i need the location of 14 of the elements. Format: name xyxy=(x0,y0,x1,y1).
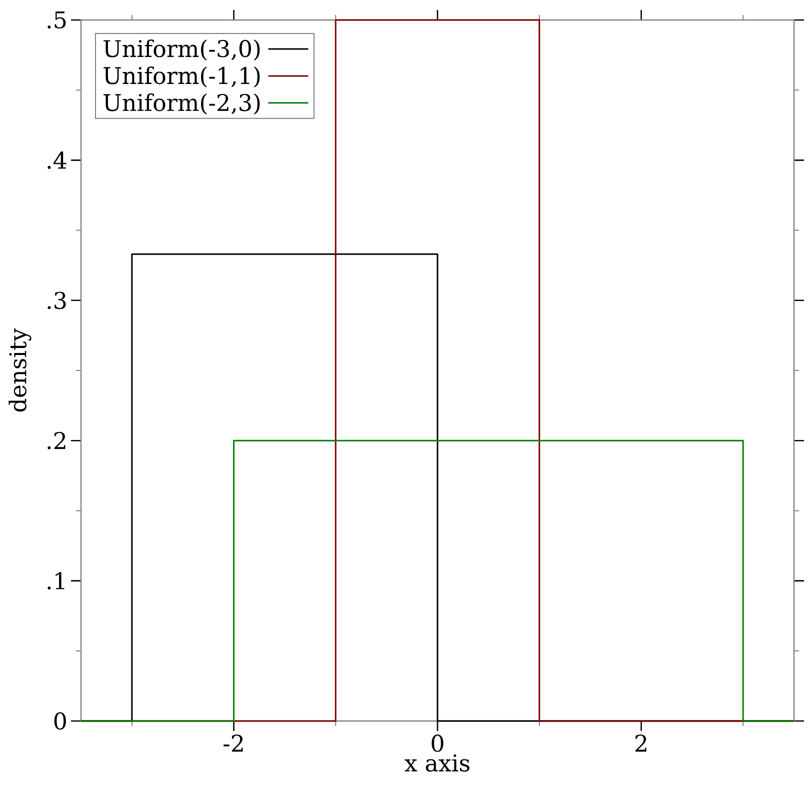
x-tick-label: 2 xyxy=(635,734,646,752)
y-tick-label: .2 xyxy=(48,432,66,450)
x-tick-label: -2 xyxy=(224,734,243,752)
y-tick-label: .4 xyxy=(48,151,66,169)
y-tick-label: .5 xyxy=(48,11,66,29)
y-tick-label: 0 xyxy=(54,712,66,730)
y-tick-label: .3 xyxy=(48,292,66,310)
legend-label: Uniform(-3,0) xyxy=(104,39,260,61)
y-axis-title: density xyxy=(8,328,32,412)
legend-label: Uniform(-2,3) xyxy=(104,93,260,115)
x-axis-title: x axis xyxy=(404,754,470,772)
legend-label: Uniform(-1,1) xyxy=(104,66,260,88)
y-tick-label: .1 xyxy=(48,572,64,590)
x-tick-label: 0 xyxy=(432,734,444,752)
